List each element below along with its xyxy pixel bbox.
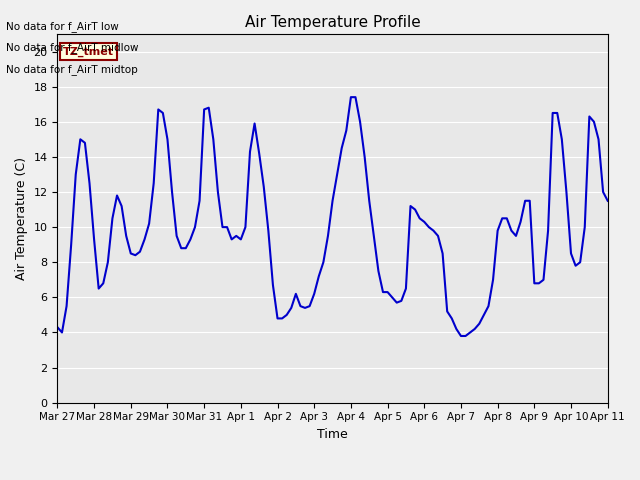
- Text: No data for f_AirT midlow: No data for f_AirT midlow: [6, 42, 139, 53]
- Text: No data for f_AirT low: No data for f_AirT low: [6, 21, 119, 32]
- Text: TZ_tmet: TZ_tmet: [63, 46, 114, 57]
- Legend: AirT 22m: AirT 22m: [282, 477, 383, 480]
- Text: No data for f_AirT midtop: No data for f_AirT midtop: [6, 64, 138, 75]
- X-axis label: Time: Time: [317, 428, 348, 441]
- Y-axis label: Air Temperature (C): Air Temperature (C): [15, 157, 28, 280]
- Title: Air Temperature Profile: Air Temperature Profile: [244, 15, 420, 30]
